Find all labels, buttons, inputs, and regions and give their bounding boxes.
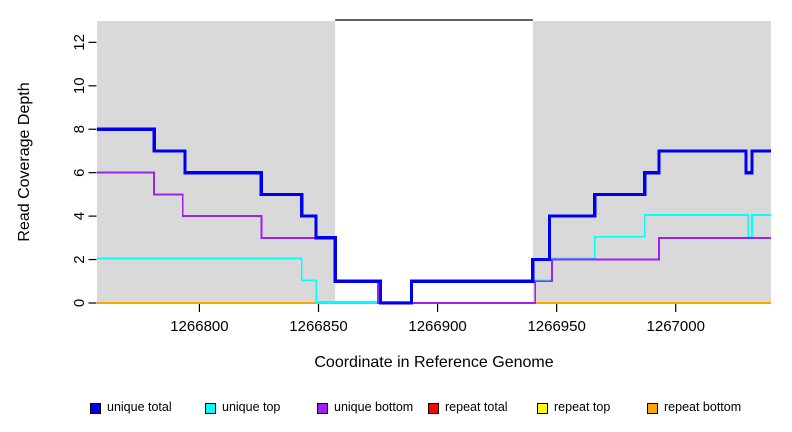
legend-label: unique bottom [334, 400, 414, 414]
x-tick-label: 1266900 [408, 318, 466, 335]
legend-swatch [317, 403, 328, 414]
masked-region [532, 21, 771, 303]
legend-label: unique total [107, 400, 172, 414]
legend: unique total unique top unique bottom repea… [0, 398, 792, 422]
y-tick-label: 10 [71, 77, 88, 94]
masked-region [97, 21, 336, 303]
legend-swatch [90, 403, 101, 414]
legend-label: repeat total [445, 400, 508, 414]
legend-swatch [205, 403, 216, 414]
y-tick-label: 8 [71, 125, 88, 133]
y-tick-label: 4 [71, 212, 88, 220]
y-tick-label: 6 [71, 169, 88, 177]
series-unique-top-line [97, 214, 771, 303]
y-tick-label: 2 [71, 255, 88, 263]
x-tick-label: 1267000 [647, 318, 705, 335]
legend-label: repeat top [554, 400, 611, 414]
legend-swatch [428, 403, 439, 414]
y-axis-title: Read Coverage Depth [16, 82, 33, 242]
x-axis-title: Coordinate in Reference Genome [314, 354, 554, 371]
y-tick-label: 0 [71, 299, 88, 307]
legend-swatch [647, 403, 658, 414]
legend-swatch [537, 403, 548, 414]
x-tick-label: 1266950 [527, 318, 585, 335]
series-unique-total-line [97, 127, 771, 305]
legend-label: repeat bottom [664, 400, 742, 414]
legend-label: unique top [222, 400, 281, 414]
y-tick-label: 12 [71, 34, 88, 51]
x-tick-label: 1266800 [170, 318, 228, 335]
x-tick-label: 1266850 [289, 318, 347, 335]
